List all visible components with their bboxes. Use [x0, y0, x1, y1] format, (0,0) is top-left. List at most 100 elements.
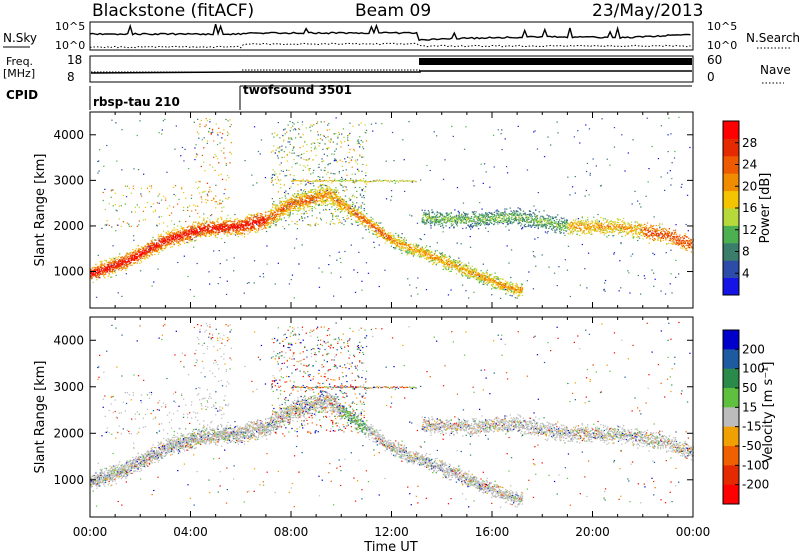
- power-point: [322, 187, 324, 189]
- power-point: [454, 261, 456, 263]
- power-point: [492, 283, 495, 285]
- power-point: [509, 284, 511, 286]
- power-point: [423, 255, 425, 257]
- power-point: [141, 246, 144, 249]
- power-point: [338, 201, 340, 203]
- power-point: [404, 247, 407, 249]
- power-point: [263, 219, 265, 221]
- power-point: [260, 220, 262, 222]
- power-point: [461, 270, 463, 272]
- power-point: [194, 231, 196, 233]
- power-point: [291, 152, 293, 154]
- power-point: [361, 221, 363, 223]
- power-point: [185, 230, 188, 232]
- power-point: [454, 262, 457, 264]
- power-point: [427, 256, 429, 258]
- power-point: [308, 169, 310, 172]
- power-point: [456, 268, 458, 270]
- power-point: [217, 224, 219, 226]
- power-point: [206, 120, 209, 122]
- power-point: [469, 269, 471, 271]
- power-point: [316, 191, 319, 193]
- power-point: [280, 219, 283, 221]
- power-point: [196, 233, 198, 235]
- power-point: [161, 249, 163, 251]
- power-point: [220, 228, 222, 231]
- power-point: [459, 270, 461, 272]
- power-point: [188, 231, 190, 233]
- power-point: [484, 279, 487, 282]
- power-point: [419, 253, 422, 255]
- power-point: [339, 221, 341, 223]
- power-point: [323, 190, 325, 192]
- power-point: [120, 264, 123, 266]
- power-point: [321, 189, 323, 191]
- power-point: [430, 260, 432, 262]
- power-point: [148, 245, 151, 247]
- power-point: [249, 220, 251, 222]
- power-point: [207, 232, 210, 234]
- power-point: [324, 199, 326, 202]
- power-point: [335, 202, 337, 204]
- power-point: [237, 224, 239, 226]
- power-point: [92, 272, 94, 274]
- power-point: [224, 157, 226, 159]
- power-point: [368, 225, 371, 227]
- power-point: [213, 226, 215, 228]
- power-point: [285, 190, 287, 192]
- power-point: [348, 212, 350, 214]
- power-point: [92, 273, 94, 275]
- power-point: [298, 194, 300, 196]
- power-point: [354, 159, 356, 161]
- power-point: [203, 191, 205, 193]
- power-point: [368, 220, 371, 222]
- power-point: [174, 195, 177, 197]
- power-point: [134, 211, 136, 213]
- power-point: [200, 223, 203, 225]
- power-point: [417, 246, 419, 249]
- power-point: [133, 252, 135, 254]
- power-point: [302, 203, 305, 205]
- power-point: [303, 207, 305, 209]
- power-point: [443, 258, 445, 260]
- power-point: [277, 191, 279, 193]
- power-point: [247, 233, 249, 235]
- power-point: [301, 199, 303, 201]
- power-point: [307, 204, 309, 206]
- power-point: [258, 224, 260, 226]
- power-point: [266, 214, 269, 217]
- power-point: [198, 226, 200, 228]
- power-point: [102, 271, 104, 273]
- power-point: [487, 275, 489, 277]
- power-point: [371, 229, 373, 231]
- power-point: [108, 270, 110, 272]
- power-point: [219, 199, 221, 201]
- power-point: [356, 190, 358, 192]
- power-point: [214, 225, 217, 227]
- power-point: [259, 222, 261, 224]
- power-point: [139, 252, 141, 254]
- power-point: [276, 134, 279, 136]
- power-point: [419, 254, 422, 256]
- power-point: [313, 148, 316, 150]
- power-point: [325, 188, 327, 190]
- power-point: [320, 194, 322, 196]
- power-point: [171, 239, 174, 241]
- power-point: [151, 241, 153, 243]
- power-point: [454, 259, 457, 262]
- power-point: [138, 258, 140, 260]
- power-point: [126, 254, 128, 256]
- power-point: [285, 202, 287, 204]
- power-point: [118, 218, 120, 220]
- power-point: [491, 279, 493, 281]
- power-point: [228, 229, 230, 231]
- power-point: [243, 227, 246, 229]
- power-point: [236, 229, 239, 231]
- power-point: [347, 217, 350, 219]
- power-point: [304, 195, 306, 197]
- power-point: [330, 193, 333, 195]
- power-point: [136, 260, 138, 262]
- power-point: [328, 163, 330, 165]
- power-point: [282, 134, 284, 137]
- power-point: [181, 237, 183, 239]
